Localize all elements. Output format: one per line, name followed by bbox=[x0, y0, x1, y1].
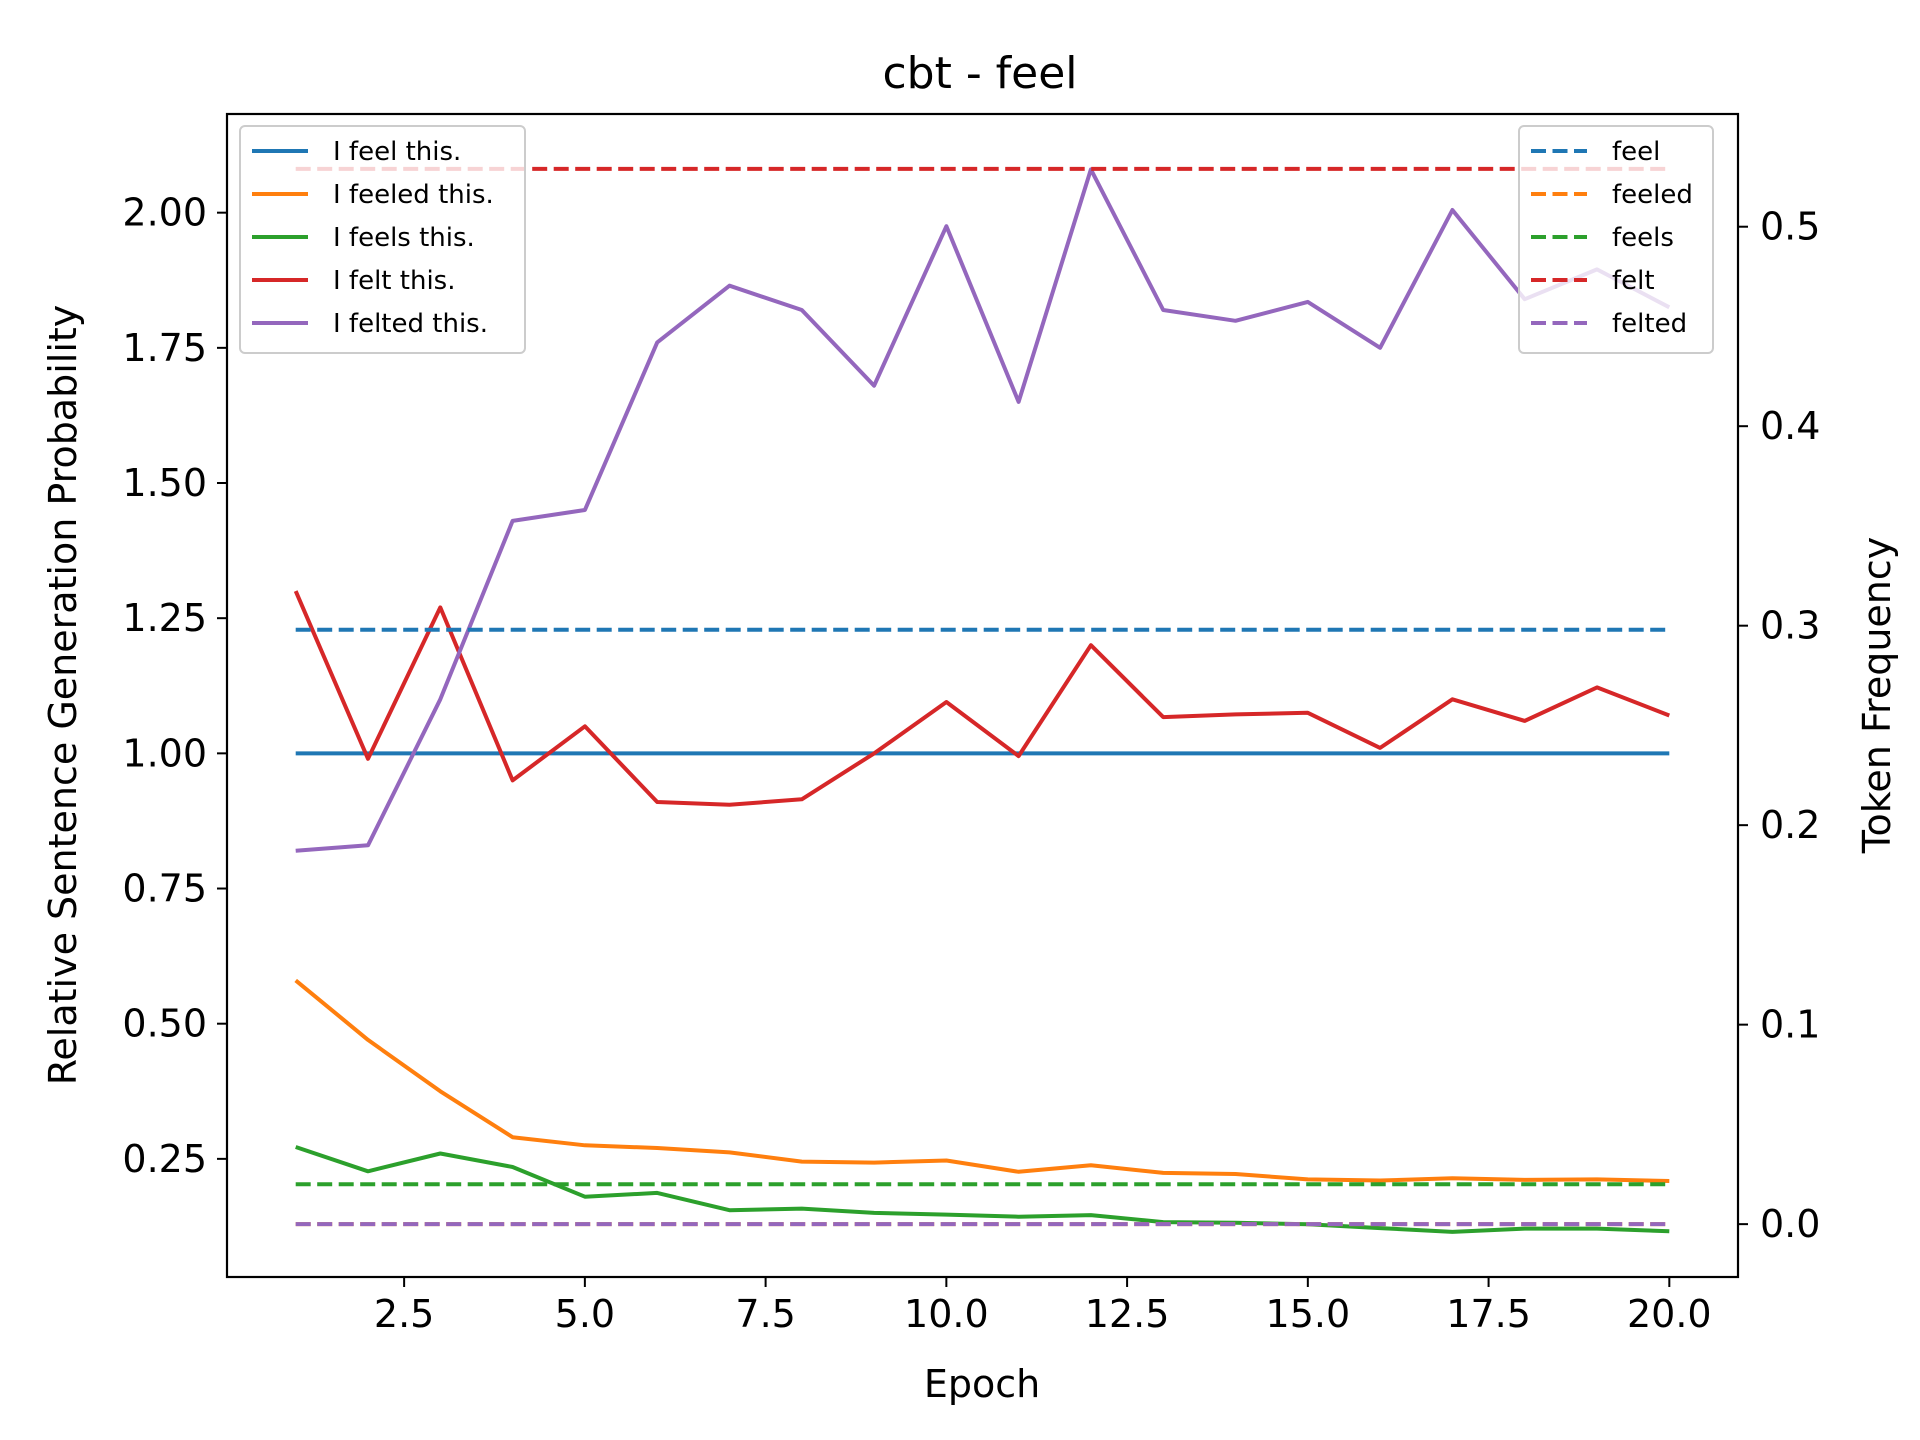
y-axis-right-label: Token Frequency bbox=[1855, 537, 1899, 855]
y-right-tick-label: 0.2 bbox=[1760, 803, 1820, 847]
x-tick-label: 10.0 bbox=[904, 1292, 989, 1336]
legend-label-felted: felted bbox=[1612, 309, 1687, 339]
legend-label-i-felted-this: I felted this. bbox=[333, 309, 488, 339]
x-tick-label: 5.0 bbox=[555, 1292, 615, 1336]
series-layer bbox=[293, 166, 1671, 1234]
legend-label-i-feel-this: I feel this. bbox=[333, 137, 461, 167]
series-line-i-felted-this bbox=[295, 167, 1671, 853]
y-axis-left-label: Relative Sentence Generation Probability bbox=[41, 305, 85, 1086]
y-right-tick-label: 0.5 bbox=[1760, 205, 1820, 249]
legend-box bbox=[239, 125, 526, 354]
chart-title: cbt - feel bbox=[882, 48, 1077, 99]
y-left-tick-label: 0.75 bbox=[122, 867, 207, 911]
y-left-tick-label: 1.00 bbox=[122, 731, 207, 775]
legend-label-feel: feel bbox=[1612, 137, 1660, 167]
legend-box bbox=[1518, 125, 1714, 354]
x-axis: 2.5 5.0 7.5 10.0 12.5 15.0 17.5 20.0 bbox=[374, 1277, 1712, 1336]
plot-frame bbox=[225, 112, 1740, 1279]
y-left-tick-label: 0.50 bbox=[122, 1002, 207, 1046]
y-right-tick-label: 0.1 bbox=[1760, 1003, 1820, 1047]
legend-right: feel feeled feels felt felted bbox=[1518, 125, 1714, 354]
y-left-tick-label: 2.00 bbox=[122, 191, 207, 235]
x-tick-label: 2.5 bbox=[374, 1292, 434, 1336]
x-tick-label: 20.0 bbox=[1627, 1292, 1712, 1336]
x-axis-label: Epoch bbox=[924, 1362, 1040, 1406]
y-left-tick-label: 1.25 bbox=[122, 596, 207, 640]
y-left-tick-label: 0.25 bbox=[122, 1137, 207, 1181]
legend-label-feels: feels bbox=[1612, 223, 1674, 253]
y-left-tick-label: 1.75 bbox=[122, 326, 207, 370]
legend-left: I feel this. I feeled this. I feels this. I… bbox=[239, 125, 526, 354]
series-line-i-feels-this bbox=[295, 1145, 1670, 1234]
y-axis-right: 0.0 0.1 0.2 0.3 0.4 0.5 bbox=[1738, 205, 1820, 1246]
y-right-tick-label: 0.4 bbox=[1760, 404, 1820, 448]
legend-label-feeled: feeled bbox=[1612, 180, 1693, 210]
legend-label-felt: felt bbox=[1612, 266, 1655, 296]
x-tick-label: 17.5 bbox=[1446, 1292, 1531, 1336]
legend-label-i-feeled-this: I feeled this. bbox=[333, 180, 494, 210]
y-left-tick-label: 1.50 bbox=[122, 461, 207, 505]
legend-label-i-felt-this: I felt this. bbox=[333, 266, 455, 296]
x-tick-label: 15.0 bbox=[1266, 1292, 1351, 1336]
series-line-i-feeled-this bbox=[294, 978, 1670, 1183]
legend-label-i-feels-this: I feels this. bbox=[333, 223, 475, 253]
x-tick-label: 12.5 bbox=[1085, 1292, 1170, 1336]
series-line-i-felt-this bbox=[293, 590, 1671, 807]
y-right-tick-label: 0.0 bbox=[1760, 1202, 1820, 1246]
y-right-tick-label: 0.3 bbox=[1760, 604, 1820, 648]
x-tick-label: 7.5 bbox=[735, 1292, 795, 1336]
y-axis-left: 0.25 0.50 0.75 1.00 1.25 1.50 1.75 2.00 bbox=[122, 191, 227, 1181]
